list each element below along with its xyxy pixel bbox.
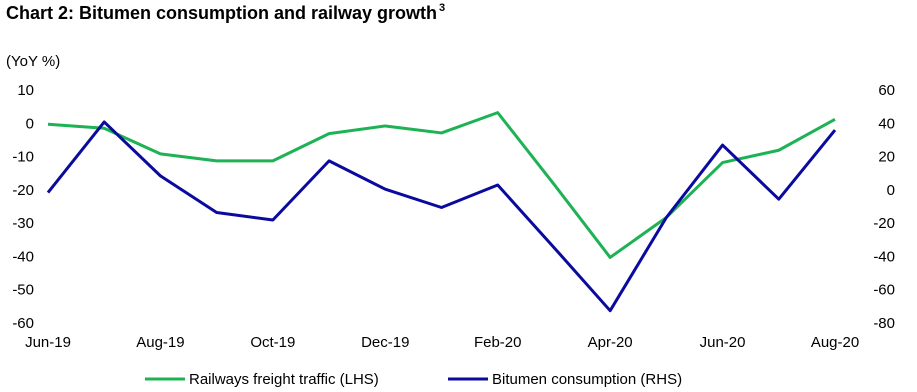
y2-tick-label: -20 bbox=[873, 215, 895, 232]
x-tick-label: Aug-19 bbox=[136, 334, 184, 351]
y2-tick-label: 20 bbox=[878, 149, 895, 166]
x-tick-label: Feb-20 bbox=[474, 334, 522, 351]
x-tick-label: Dec-19 bbox=[361, 334, 409, 351]
legend-label: Railways freight traffic (LHS) bbox=[189, 371, 379, 388]
y-tick-label: -50 bbox=[12, 282, 34, 299]
y-tick-label: -10 bbox=[12, 149, 34, 166]
y2-tick-label: -80 bbox=[873, 315, 895, 332]
x-tick-label: Aug-20 bbox=[811, 334, 859, 351]
y-tick-label: 10 bbox=[17, 82, 34, 99]
y-tick-label: -30 bbox=[12, 215, 34, 232]
chart-title: Chart 2: Bitumen consumption and railway… bbox=[6, 3, 437, 23]
y-tick-label: -60 bbox=[12, 315, 34, 332]
y2-tick-label: -60 bbox=[873, 282, 895, 299]
y2-tick-label: 0 bbox=[887, 182, 895, 199]
x-tick-label: Jun-20 bbox=[700, 334, 746, 351]
title-superscript: 3 bbox=[439, 2, 445, 14]
y2-tick-label: 40 bbox=[878, 115, 895, 132]
series-line bbox=[47, 111, 836, 259]
y-tick-label: -20 bbox=[12, 182, 34, 199]
legend-label: Bitumen consumption (RHS) bbox=[492, 371, 682, 388]
y-tick-label: -40 bbox=[12, 248, 34, 265]
x-tick-label: Oct-19 bbox=[250, 334, 295, 351]
y2-tick-label: -40 bbox=[873, 248, 895, 265]
y-axis-label: (YoY %) bbox=[6, 53, 60, 70]
y-tick-label: 0 bbox=[26, 115, 34, 132]
series-line bbox=[46, 120, 837, 313]
y2-tick-label: 60 bbox=[878, 82, 895, 99]
x-tick-label: Jun-19 bbox=[25, 334, 71, 351]
x-tick-label: Apr-20 bbox=[588, 334, 633, 351]
